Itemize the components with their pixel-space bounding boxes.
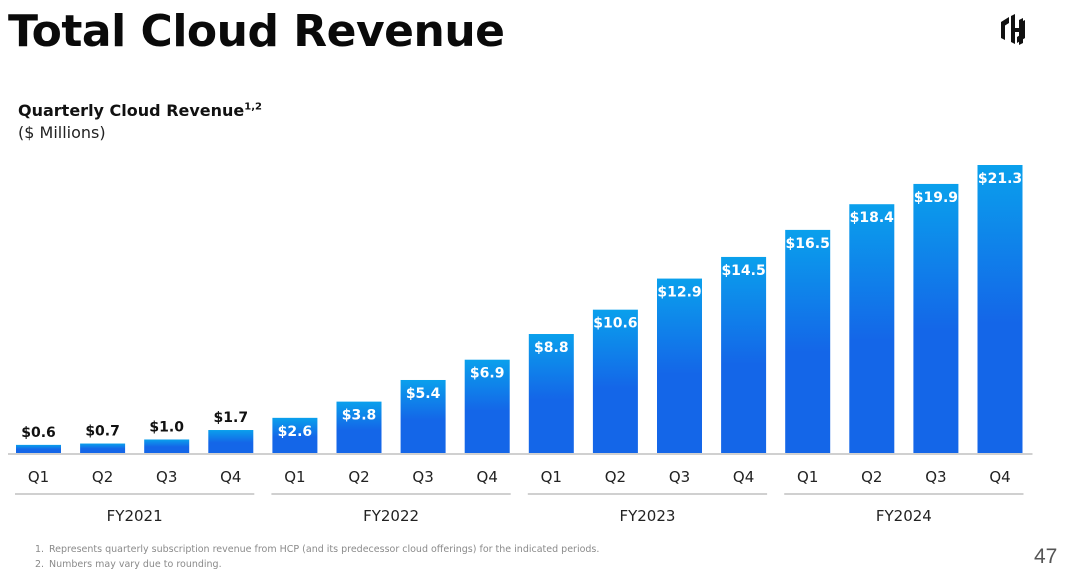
x-tick-label: Q3 (412, 468, 433, 486)
bar (144, 439, 190, 453)
x-tick-label: Q2 (605, 468, 626, 486)
bar (785, 229, 831, 453)
bar (913, 183, 959, 454)
bar (528, 334, 574, 453)
x-tick-label: Q4 (477, 468, 498, 486)
footnotes: 1. Represents quarterly subscription reve… (35, 542, 599, 572)
hashicorp-logo-icon (1001, 14, 1025, 45)
bar-data-label: $8.8 (534, 340, 569, 356)
bar-data-label: $12.9 (657, 285, 701, 301)
bar-data-label: $2.6 (278, 424, 313, 440)
x-tick-label: Q4 (989, 468, 1010, 486)
bar-data-label: $1.7 (214, 410, 249, 426)
fiscal-year-label: FY2023 (619, 507, 675, 525)
bar-data-label: $0.6 (21, 425, 56, 441)
footnote-number: 1. (35, 544, 45, 555)
fiscal-year-label: FY2022 (363, 507, 419, 525)
fiscal-year-label: FY2021 (107, 507, 163, 525)
bar-data-label: $19.9 (914, 190, 958, 206)
chart-subtitle: Quarterly Cloud Revenue1,2 (18, 101, 262, 120)
bar (336, 401, 382, 453)
bar (208, 430, 254, 453)
x-tick-label: Q1 (284, 468, 305, 486)
x-tick-label: Q3 (669, 468, 690, 486)
x-tick-label: Q1 (541, 468, 562, 486)
chart-units: ($ Millions) (18, 123, 106, 142)
bar (592, 309, 638, 453)
bar-data-label: $14.5 (721, 263, 765, 279)
bar (657, 278, 702, 453)
bar-data-label: $6.9 (470, 366, 505, 382)
x-tick-label: Q1 (28, 468, 49, 486)
x-tick-label: Q4 (733, 468, 754, 486)
bar-data-label: $10.6 (593, 316, 637, 332)
x-tick-label: Q2 (861, 468, 882, 486)
x-tick-label: Q2 (348, 468, 369, 486)
bar (16, 444, 61, 453)
page-title: Total Cloud Revenue (8, 6, 505, 57)
x-tick-label: Q2 (92, 468, 113, 486)
bar-data-label: $3.8 (342, 408, 377, 424)
x-tick-label: Q1 (797, 468, 818, 486)
page-number: 47 (1034, 545, 1058, 568)
bar (977, 165, 1023, 453)
bar (272, 417, 318, 453)
bar-data-label: $1.0 (149, 419, 184, 435)
bar (464, 359, 510, 453)
bar-data-label: $16.5 (786, 236, 830, 252)
fiscal-year-label: FY2024 (876, 507, 932, 525)
bar-data-label: $18.4 (850, 210, 895, 226)
bar-data-label: $5.4 (406, 386, 441, 402)
x-tick-label: Q3 (156, 468, 177, 486)
x-tick-label: Q3 (925, 468, 946, 486)
footnote-text: Represents quarterly subscription revenu… (49, 544, 600, 555)
subtitle-footnote-ref: 1,2 (244, 101, 262, 113)
footnote-2: 2. Numbers may vary due to rounding. (35, 557, 599, 572)
footnote-number: 2. (35, 559, 45, 570)
bar (80, 443, 126, 453)
x-tick-label: Q4 (220, 468, 241, 486)
footnote-text: Numbers may vary due to rounding. (49, 559, 222, 570)
bar (400, 379, 446, 453)
footnote-1: 1. Represents quarterly subscription reve… (35, 542, 599, 557)
bar-data-label: $0.7 (85, 424, 120, 440)
bar (849, 204, 895, 453)
bar-data-label: $21.3 (978, 171, 1022, 187)
bar (721, 256, 767, 453)
subtitle-text: Quarterly Cloud Revenue (18, 101, 245, 120)
